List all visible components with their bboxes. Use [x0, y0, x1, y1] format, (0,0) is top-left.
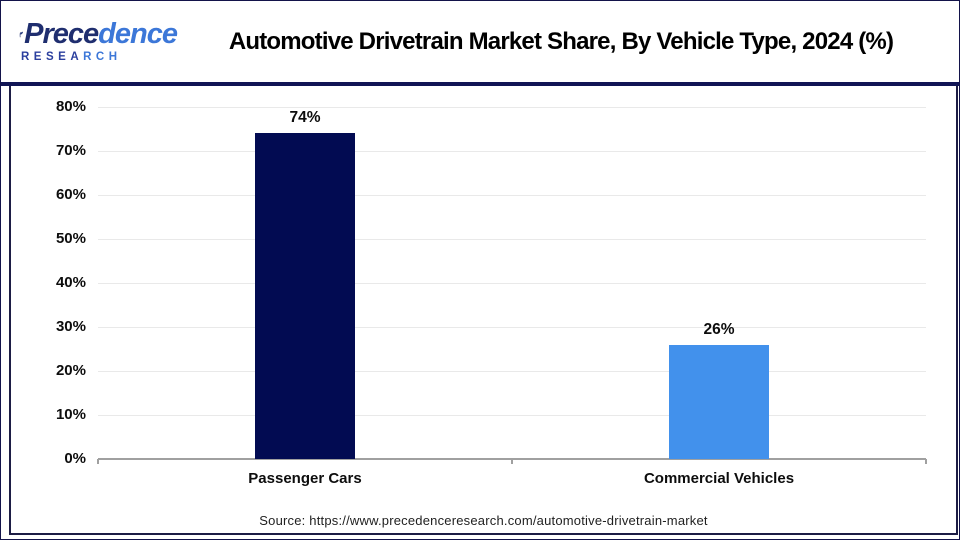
header: Precedence RESEARCH Automotive Drivetrai…: [1, 1, 959, 86]
y-axis-tick-label: 60%: [55, 186, 86, 203]
gridline: [98, 415, 926, 416]
y-axis-tick-label: 50%: [55, 230, 86, 247]
logo-subtext-dark: RESEA: [21, 50, 84, 63]
logo-subtext-blue: RCH: [83, 50, 122, 63]
x-axis-tick: [925, 459, 927, 464]
bar-value-label: 74%: [289, 109, 321, 127]
x-axis-tick: [97, 459, 99, 464]
gridline: [98, 151, 926, 152]
y-axis-tick-label: 10%: [55, 406, 86, 423]
source-text: Source: https://www.precedenceresearch.c…: [259, 513, 708, 528]
gridline: [98, 107, 926, 108]
y-axis-tick-label: 70%: [55, 142, 86, 159]
logo-text: Precedence: [24, 17, 178, 50]
gridline: [98, 239, 926, 240]
logo-wordmark: Precedence: [19, 17, 178, 50]
y-axis-tick-label: 30%: [55, 318, 86, 335]
bar-commercial-vehicles: [669, 344, 769, 459]
gridline: [98, 283, 926, 284]
logo-subtext: RESEARCH: [21, 50, 177, 64]
gridline: [98, 327, 926, 328]
gridline: [98, 371, 926, 372]
x-axis-category-label: Commercial Vehicles: [643, 470, 795, 487]
y-axis-tick-label: 0%: [64, 450, 86, 467]
logo-text-dark: Prece: [24, 17, 99, 50]
logo-text-blue: dence: [98, 17, 178, 50]
bar-passenger-cars: [255, 133, 355, 459]
gridline: [98, 195, 926, 196]
chart-panel: [9, 86, 958, 535]
x-axis-tick: [511, 459, 513, 464]
chart-title: Automotive Drivetrain Market Share, By V…: [228, 27, 894, 55]
x-axis-category-label: Passenger Cars: [248, 470, 362, 487]
bar-value-label: 26%: [703, 320, 735, 338]
leaf-icon: [19, 31, 24, 38]
precedence-research-logo: Precedence RESEARCH: [19, 17, 178, 64]
y-axis-tick-label: 40%: [55, 274, 86, 291]
y-axis-tick-label: 20%: [55, 362, 86, 379]
y-axis-tick-label: 80%: [55, 98, 86, 115]
